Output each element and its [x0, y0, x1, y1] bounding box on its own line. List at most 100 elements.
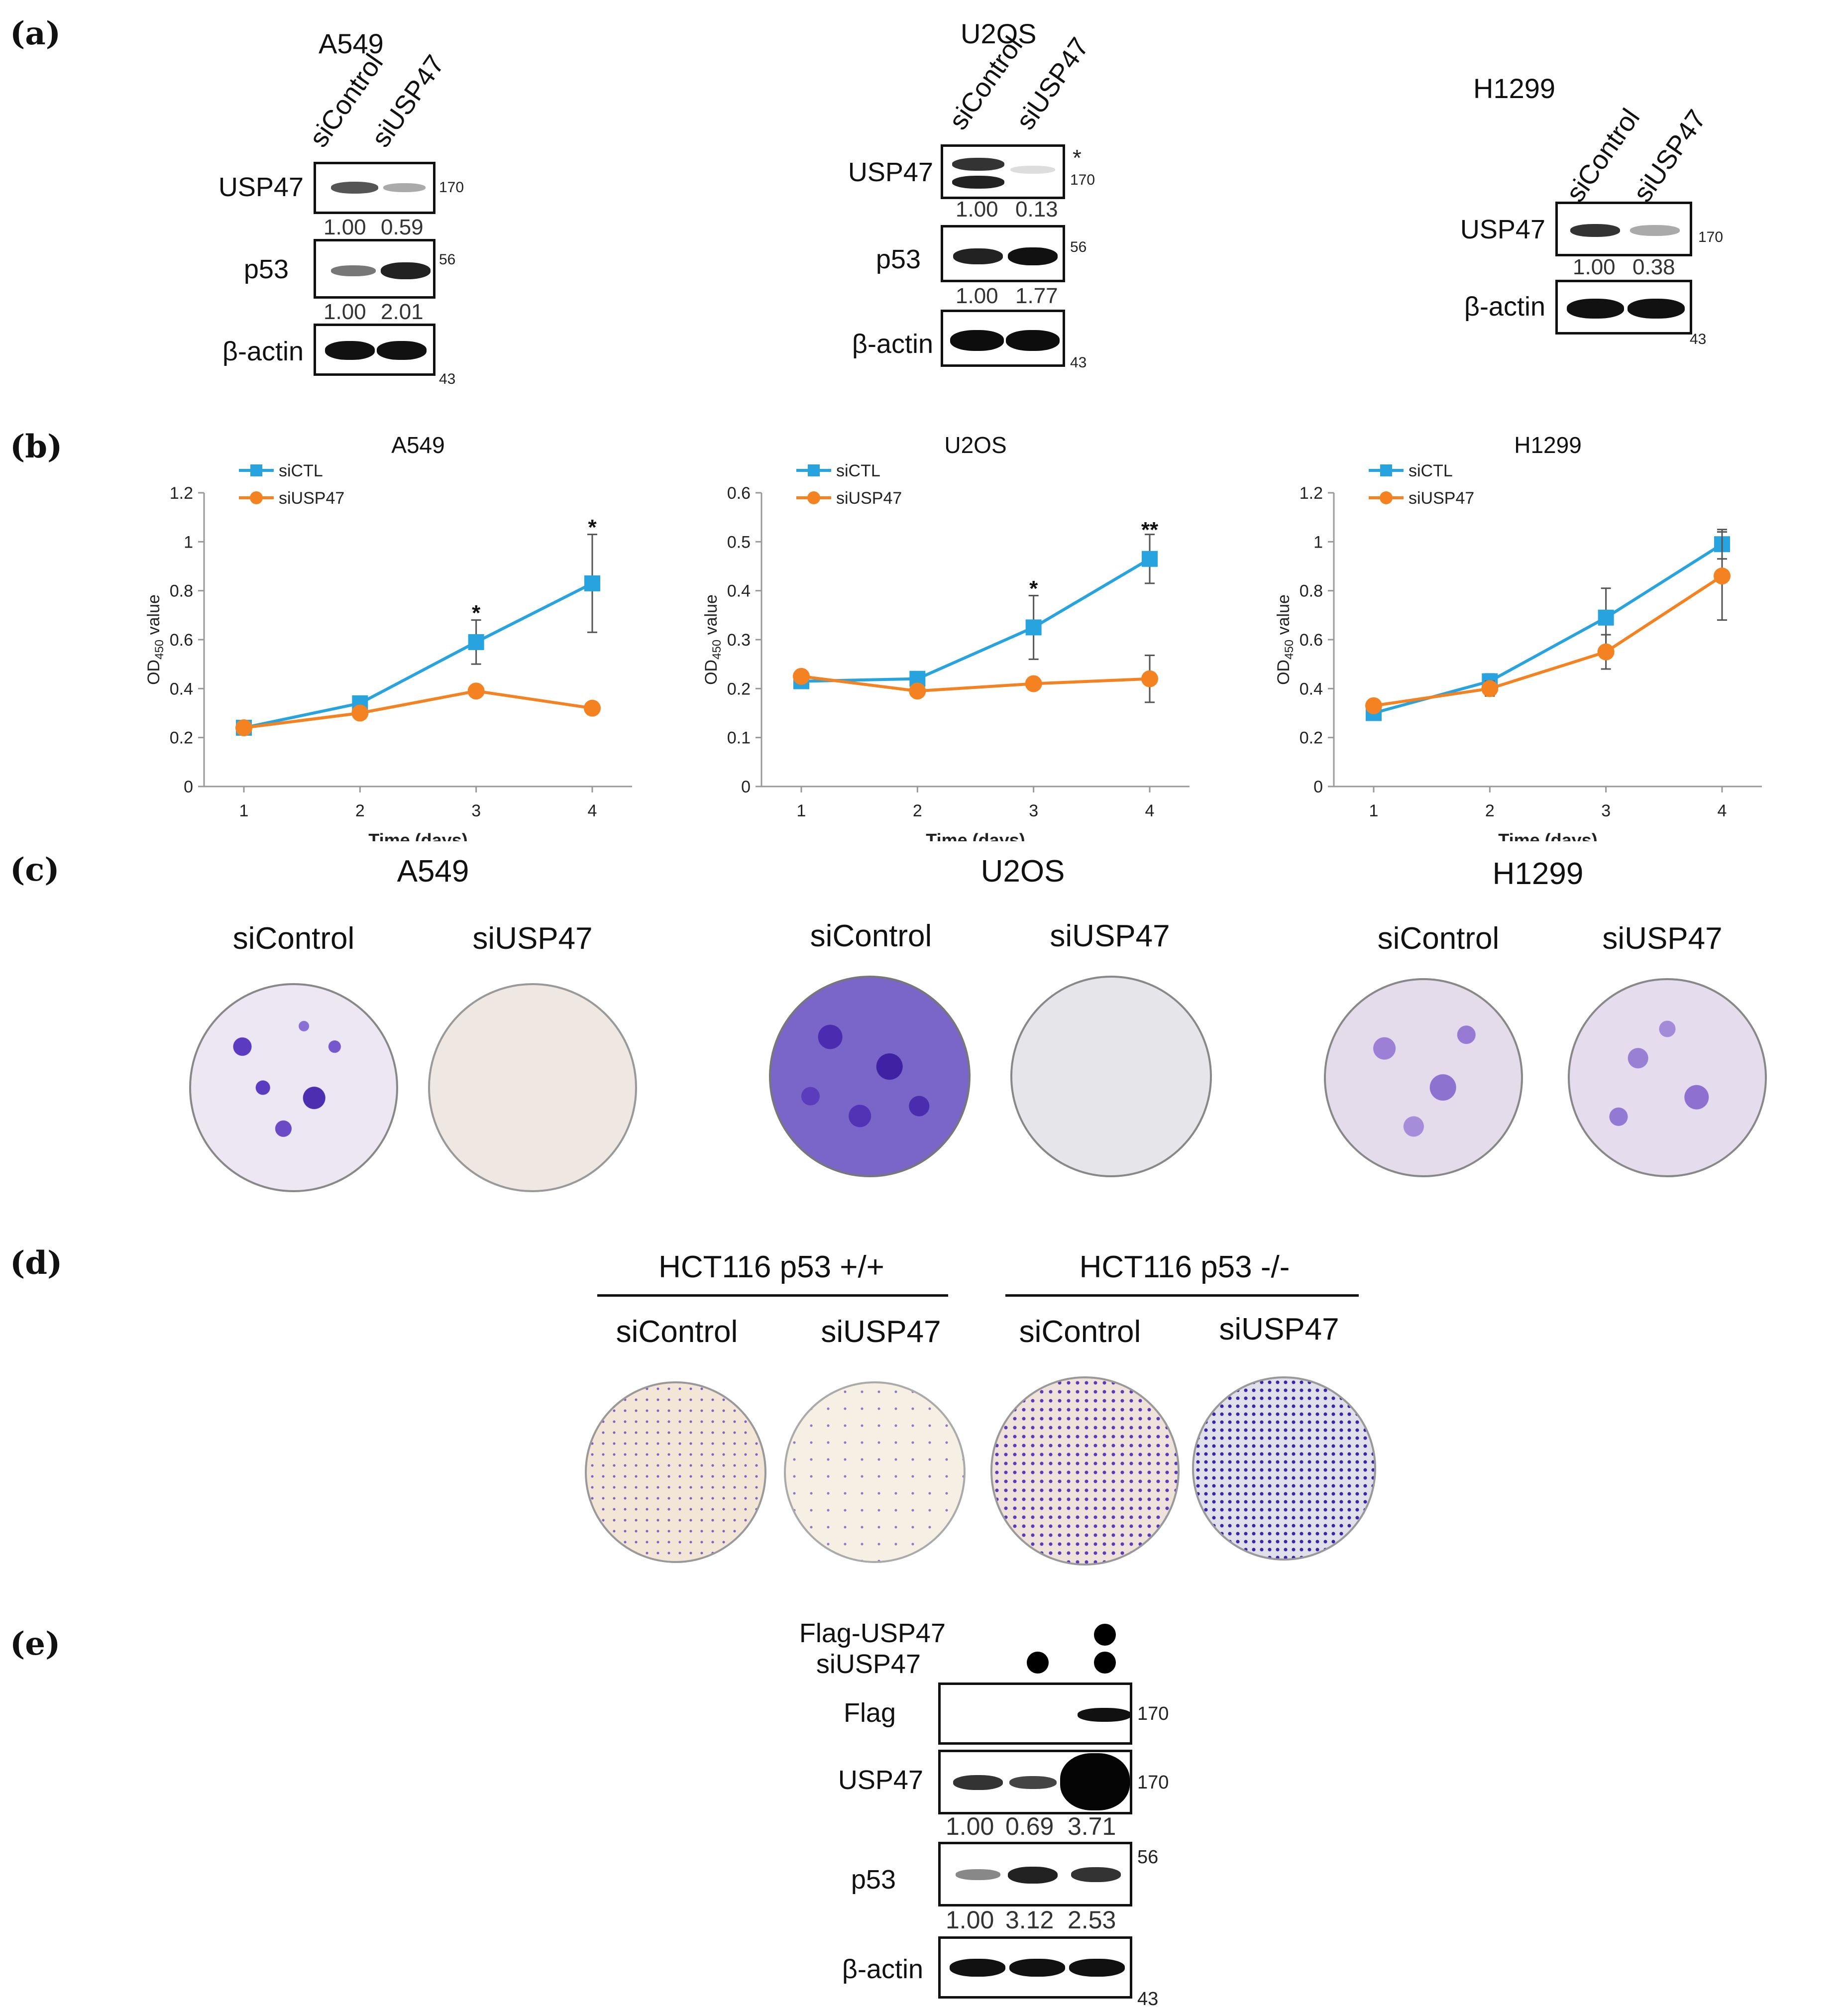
data-point: [793, 668, 810, 685]
significance-mark: *: [472, 601, 481, 625]
data-point: [235, 719, 252, 736]
x-tick-label: 4: [1718, 801, 1727, 820]
band: [1009, 1959, 1065, 1977]
y-tick-label: 0.6: [170, 631, 193, 650]
y-tick-label: 0.6: [727, 484, 751, 503]
colony-dish: [189, 983, 398, 1192]
x-tick-label: 3: [1029, 801, 1038, 820]
data-point: [1025, 675, 1042, 692]
row-label: USP47: [218, 172, 304, 202]
dish-label: siControl: [232, 921, 355, 956]
y-tick-label: 0.8: [170, 582, 193, 601]
band: [1010, 166, 1055, 174]
chart-title: A549: [391, 432, 444, 458]
group-title: A549: [397, 854, 469, 889]
mw-marker: 43: [1137, 1989, 1159, 2010]
mw-marker: 56: [1137, 1847, 1159, 1868]
series-line: [801, 674, 1150, 693]
y-axis-label-part: value: [702, 594, 721, 640]
blot-box: [1555, 280, 1692, 335]
blot-title: A549: [319, 28, 384, 59]
quant-value: 3.12: [1005, 1906, 1054, 1934]
row-label: β-actin: [842, 1954, 923, 1984]
colony-dish: [784, 1381, 966, 1563]
data-point: [909, 682, 926, 700]
colony-dish: [428, 983, 637, 1192]
blot-box: [941, 225, 1065, 282]
row-label: β-actin: [1464, 292, 1545, 322]
band: [952, 176, 1004, 189]
blot-box: [1555, 202, 1692, 256]
blot-box: [314, 162, 435, 214]
data-point: [468, 634, 484, 650]
chart-a549: A549 0 0.2 0.4 0.6 0.8 1 1.2 1 2 3 4 Time (days) OD45…: [144, 432, 632, 841]
panel-c-label: (c): [10, 851, 60, 889]
quant-value: 1.00: [324, 300, 366, 324]
y-tick-label: 1.2: [1300, 484, 1323, 503]
dish-label: siUSP47: [821, 1315, 941, 1349]
series-line: [1373, 543, 1723, 715]
treatment-dot: [1027, 1652, 1049, 1674]
y-axis-label: OD450 value: [144, 594, 166, 685]
y-axis-label: OD450 value: [1274, 594, 1296, 685]
x-tick-label: 2: [913, 801, 922, 820]
series-line: [1373, 574, 1723, 707]
band: [1008, 1867, 1058, 1884]
group-title: HCT116 p53 +/+: [658, 1250, 884, 1284]
x-tick-label: 4: [588, 801, 597, 820]
condition-label: Flag-USP47: [799, 1618, 946, 1648]
data-point: [1365, 697, 1382, 714]
mw-marker: 170: [1698, 229, 1724, 245]
data-point: [584, 699, 601, 717]
colony-dish: [990, 1376, 1180, 1566]
y-tick-label: 0.1: [727, 729, 751, 748]
y-tick-label: 0: [741, 778, 751, 796]
y-tick-label: 0.2: [1300, 729, 1323, 748]
colony-dish: [585, 1381, 766, 1563]
mw-marker: 56: [439, 251, 456, 268]
x-tick-label: 3: [1601, 801, 1611, 820]
group-rule: [1005, 1294, 1359, 1297]
blot-box: [941, 310, 1065, 367]
y-tick-label: 0: [1313, 778, 1323, 796]
band: [1627, 299, 1685, 319]
band: [1071, 1867, 1121, 1882]
band: [950, 1959, 1005, 1977]
legend-marker: [807, 491, 820, 504]
quant-value: 1.00: [946, 1812, 994, 1840]
y-tick-label: 0.3: [727, 631, 751, 650]
y-tick-label: 0.4: [727, 582, 751, 601]
quant-value: 2.53: [1068, 1906, 1116, 1934]
y-tick-label: 0.8: [1300, 582, 1323, 601]
x-tick-label: 1: [239, 801, 249, 820]
mw-marker: 170: [439, 179, 464, 196]
group-rule: [597, 1294, 948, 1297]
legend-marker: [1380, 491, 1393, 504]
band: [331, 265, 376, 276]
blot-box: [938, 1682, 1132, 1745]
row-label: p53: [875, 244, 921, 274]
treatment-dot: [1094, 1624, 1116, 1646]
legend-marker: [250, 491, 263, 504]
mw-marker: 170: [1137, 1703, 1169, 1724]
x-tick-label: 1: [797, 801, 806, 820]
blot-title: H1299: [1473, 73, 1556, 104]
band: [953, 248, 1003, 264]
mw-marker: 43: [1070, 354, 1087, 371]
treatment-dot: [1094, 1652, 1116, 1674]
group-title: U2OS: [980, 854, 1065, 889]
legend-label: siCTL: [836, 461, 880, 480]
quant-value: 1.00: [956, 284, 998, 308]
data-point: [1142, 551, 1158, 567]
x-tick-label: 1: [1369, 801, 1379, 820]
dish-label: siUSP47: [472, 921, 593, 956]
quant-value: 2.01: [381, 300, 424, 324]
y-tick-label: 0.5: [727, 533, 751, 552]
quant-value: 0.59: [381, 215, 424, 239]
y-tick-label: 1: [1313, 533, 1323, 552]
legend-label: siCTL: [279, 461, 323, 480]
dish-label: siUSP47: [1050, 919, 1170, 953]
x-axis-label: Time (days): [926, 830, 1025, 841]
chart-h1299: H1299 0 0.2 0.4 0.6 0.8 1 1.2 1 2 3 4 Time (days) OD4…: [1274, 432, 1762, 841]
